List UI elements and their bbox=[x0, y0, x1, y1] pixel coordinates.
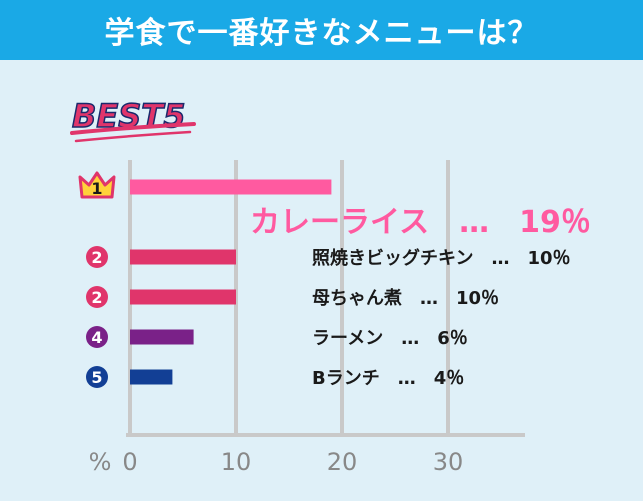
crown-shape bbox=[78, 171, 116, 199]
rank-circle bbox=[86, 246, 108, 268]
rank-badge: 2 bbox=[86, 246, 108, 268]
x-axis: 0 10 20 30% bbox=[89, 448, 464, 476]
data-label: 照焼きビッグチキン … 10％ bbox=[312, 247, 571, 269]
bar-series bbox=[130, 179, 332, 385]
data-label: カレーライス … 19％ bbox=[250, 205, 591, 240]
x-tick-label: 10 bbox=[221, 448, 252, 476]
bar-5 bbox=[130, 369, 173, 385]
bar-3 bbox=[130, 289, 236, 305]
badge-underline-2 bbox=[74, 130, 192, 143]
rank-markers: 1 2 2 4 5 bbox=[78, 171, 116, 388]
x-tick-label: 20 bbox=[327, 448, 358, 476]
x-axis-unit: % bbox=[89, 448, 112, 476]
rank-circle bbox=[86, 286, 108, 308]
rank-number: 1 bbox=[91, 179, 102, 198]
data-label: 母ちゃん煮 … 10％ bbox=[312, 287, 499, 309]
x-tick-label: 30 bbox=[433, 448, 464, 476]
bar-1 bbox=[130, 179, 332, 195]
rank-number: 4 bbox=[91, 328, 102, 347]
rank-badge: 5 bbox=[86, 366, 108, 388]
x-tick-label: 0 bbox=[122, 448, 137, 476]
bar-labels: カレーライス … 19％ 照焼きビッグチキン … 10％ 母ちゃん煮 … 10％ ラー… bbox=[250, 205, 591, 389]
data-label: Bランチ … 4％ bbox=[312, 368, 464, 389]
best5-badge: BEST5 bbox=[70, 96, 196, 143]
bar-2 bbox=[130, 249, 236, 265]
bar-4 bbox=[130, 329, 194, 345]
rank-circle bbox=[86, 326, 108, 348]
chart-title: 学食で一番好きなメニューは？ bbox=[104, 16, 539, 51]
best5-label: BEST5 bbox=[72, 97, 185, 135]
chart-panel: BEST5 1 2 2 4 5 カレーライス … 19％ 照焼きビッグチキン … 10％ 母… bbox=[0, 60, 643, 501]
rank-number: 5 bbox=[91, 368, 102, 387]
rank-badge: 2 bbox=[86, 286, 108, 308]
rank-circle bbox=[86, 366, 108, 388]
crown-icon: 1 bbox=[78, 171, 116, 199]
header-bar: 学食で一番好きなメニューは？ bbox=[0, 0, 643, 60]
rank-number: 2 bbox=[91, 288, 102, 307]
rank-number: 2 bbox=[91, 248, 102, 267]
badge-underline bbox=[70, 122, 196, 135]
data-label: ラーメン … 6％ bbox=[312, 328, 468, 349]
bar-chart: BEST5 1 2 2 4 5 カレーライス … 19％ 照焼きビッグチキン … 10％ 母… bbox=[70, 96, 591, 476]
rank-badge: 4 bbox=[86, 326, 108, 348]
